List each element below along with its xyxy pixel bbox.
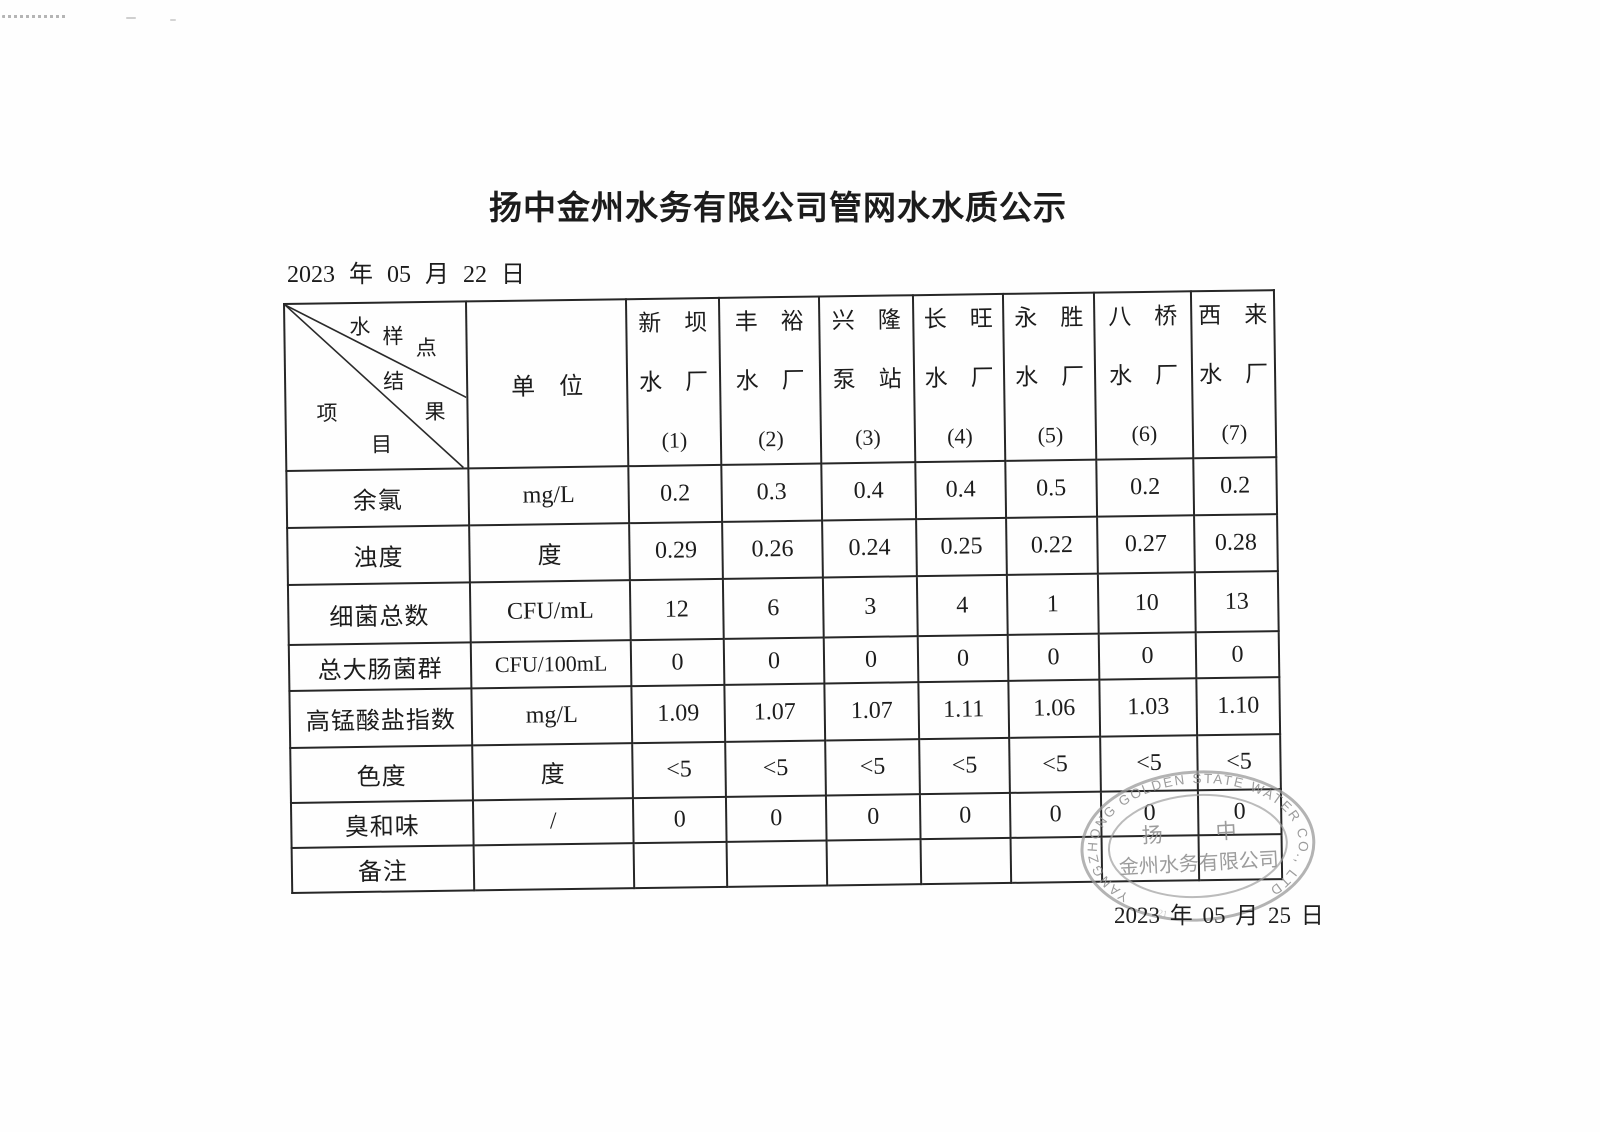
value-cell: 0.2 bbox=[628, 464, 723, 524]
value-cell: 3 bbox=[822, 576, 918, 638]
unit-column-header: 单 位 bbox=[465, 299, 629, 469]
value-cell: 10 bbox=[1097, 572, 1196, 634]
value-cell: 0.22 bbox=[1006, 516, 1098, 575]
stamp-inner-bottom-text: 金州水务有限公司 bbox=[1118, 848, 1279, 879]
stamp-code-digits: 321 bbox=[1153, 907, 1168, 919]
row-unit: / bbox=[472, 798, 634, 846]
value-cell bbox=[920, 837, 1012, 885]
row-item-label: 色度 bbox=[290, 745, 473, 803]
value-cell: 0.29 bbox=[629, 521, 723, 581]
scan-noise bbox=[170, 19, 176, 21]
row-item-label: 臭和味 bbox=[290, 800, 474, 848]
corner-label-result: 结 bbox=[382, 369, 405, 394]
row-unit: mg/L bbox=[468, 466, 630, 526]
value-cell: 1.10 bbox=[1196, 677, 1281, 736]
water-quality-table: 水 样 点 结 果 项 目 单 位 新 坝 水 厂 (1) bbox=[283, 289, 1283, 894]
row-item-label: 总大肠菌群 bbox=[288, 642, 472, 691]
value-cell: 0.2 bbox=[1193, 457, 1278, 516]
value-cell: 0 bbox=[823, 636, 919, 684]
issue-date: 2023 年 05 月 25 日 bbox=[1114, 903, 1324, 928]
value-cell bbox=[633, 841, 728, 889]
row-item-label: 细菌总数 bbox=[287, 582, 471, 645]
diagonal-lines bbox=[285, 302, 467, 469]
row-unit: 度 bbox=[472, 743, 633, 801]
value-cell: 0.2 bbox=[1096, 458, 1195, 517]
value-cell: 1.07 bbox=[724, 683, 826, 742]
value-cell: 1.07 bbox=[824, 682, 920, 741]
row-item-label: 备注 bbox=[291, 845, 475, 893]
value-cell: <5 bbox=[919, 737, 1010, 795]
value-cell: <5 bbox=[725, 740, 826, 797]
scan-noise bbox=[2, 15, 68, 18]
value-cell bbox=[826, 839, 922, 886]
value-cell: 0.27 bbox=[1097, 515, 1195, 574]
value-cell: 0 bbox=[723, 637, 825, 685]
station-header: 兴 隆 泵 站 (3) bbox=[818, 295, 916, 464]
row-item-label: 浊度 bbox=[287, 525, 470, 585]
value-cell: 0 bbox=[632, 796, 727, 844]
value-cell: 0.24 bbox=[822, 519, 917, 578]
value-cell: 0.4 bbox=[915, 460, 1007, 520]
value-cell: 1.11 bbox=[918, 680, 1010, 740]
value-cell: 0.4 bbox=[821, 462, 917, 521]
scan-noise bbox=[126, 17, 136, 19]
value-cell: 0 bbox=[1098, 632, 1197, 680]
report-date: 2023 年 05 月 22 日 bbox=[287, 262, 525, 288]
row-unit: mg/L bbox=[471, 686, 633, 746]
water-quality-table-area: 水 样 点 结 果 项 目 单 位 新 坝 水 厂 (1) bbox=[283, 289, 1283, 894]
page-title: 扬中金州水务有限公司管网水水质公示 bbox=[489, 191, 1067, 227]
value-cell: 1.06 bbox=[1008, 679, 1101, 738]
station-header: 八 桥 水 厂 (6) bbox=[1093, 291, 1194, 460]
value-cell: 1 bbox=[1006, 573, 1099, 635]
value-cell bbox=[726, 840, 828, 887]
value-cell: 1.09 bbox=[631, 684, 726, 744]
stamp-inner-top-text: 扬 中 bbox=[1141, 818, 1253, 848]
corner-label-item: 项 bbox=[316, 401, 338, 426]
station-header: 长 旺 水 厂 (4) bbox=[912, 293, 1006, 463]
row-unit bbox=[473, 843, 635, 891]
value-cell: <5 bbox=[632, 741, 726, 799]
value-cell: 0 bbox=[825, 794, 921, 841]
value-cell: 0 bbox=[1195, 631, 1280, 679]
station-header: 丰 裕 水 厂 (2) bbox=[718, 296, 822, 465]
row-unit: 度 bbox=[469, 523, 630, 583]
value-cell: 12 bbox=[629, 578, 724, 641]
value-cell: 0.28 bbox=[1194, 514, 1278, 573]
value-cell: 1.03 bbox=[1099, 678, 1198, 737]
header-row: 水 样 点 结 果 项 目 单 位 新 坝 水 厂 (1) bbox=[284, 290, 1277, 471]
row-item-label: 余氯 bbox=[286, 468, 470, 528]
value-cell: 0.25 bbox=[916, 517, 1007, 577]
station-header: 新 坝 水 厂 (1) bbox=[625, 297, 722, 467]
value-cell: 6 bbox=[722, 577, 824, 639]
value-cell: 0 bbox=[725, 795, 827, 842]
corner-label-sample-point: 水 bbox=[349, 314, 371, 340]
station-header: 西 来 水 厂 (7) bbox=[1190, 290, 1277, 459]
value-cell: 0.3 bbox=[721, 463, 823, 522]
value-cell: 0.26 bbox=[722, 520, 823, 579]
station-header: 永 胜 水 厂 (5) bbox=[1002, 292, 1097, 461]
row-item-label: 高锰酸盐指数 bbox=[289, 688, 473, 748]
value-cell: 13 bbox=[1194, 571, 1279, 633]
value-cell: 0 bbox=[630, 638, 725, 687]
stamp-outer-ring bbox=[1080, 770, 1316, 922]
row-unit: CFU/mL bbox=[469, 580, 631, 643]
company-seal-stamp: YANGZHONG GOLDEN STATE WATER CO., LTD. 扬… bbox=[1064, 742, 1329, 943]
value-cell: <5 bbox=[825, 739, 920, 796]
value-cell: 0 bbox=[1007, 633, 1100, 681]
corner-diagonal-cell: 水 样 点 结 果 项 目 bbox=[284, 301, 469, 471]
row-unit: CFU/100mL bbox=[470, 640, 632, 689]
value-cell: 4 bbox=[916, 574, 1008, 637]
stamp-inner-ring bbox=[1107, 793, 1288, 899]
value-cell: 0.5 bbox=[1005, 459, 1098, 518]
value-cell: 0 bbox=[919, 792, 1011, 840]
value-cell: 0 bbox=[917, 634, 1009, 683]
